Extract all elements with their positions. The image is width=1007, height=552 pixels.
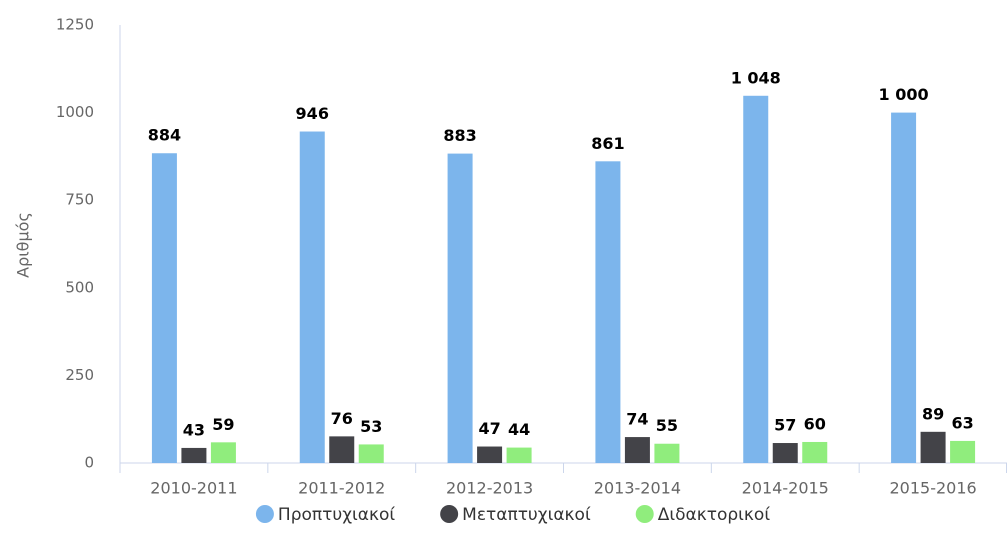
value-label: 89 [922, 404, 944, 423]
x-tick-label: 2012-2013 [446, 479, 533, 498]
bar [920, 431, 946, 463]
legend-marker [255, 505, 274, 523]
bar [950, 440, 976, 463]
y-tick-label: 750 [65, 191, 94, 209]
y-tick-label: 1250 [56, 16, 94, 34]
value-label: 883 [443, 126, 476, 145]
bar [181, 447, 207, 463]
bar [358, 444, 384, 463]
legend-marker [635, 505, 654, 523]
value-label: 74 [626, 410, 648, 429]
bar [654, 443, 680, 463]
y-axis-label: Αριθμός [14, 212, 33, 278]
bar [151, 153, 177, 463]
bar [299, 131, 325, 463]
bar [210, 442, 236, 463]
value-label: 63 [951, 413, 973, 432]
value-label: 44 [508, 420, 530, 439]
value-label: 76 [331, 409, 353, 428]
bar [595, 161, 621, 463]
bar [477, 446, 503, 463]
legend-label: Μεταπτυχιακοί [462, 505, 591, 525]
x-tick-label: 2013-2014 [594, 479, 681, 498]
bar [743, 95, 769, 464]
x-tick-label: 2015-2016 [889, 479, 976, 498]
value-label: 1 000 [879, 85, 929, 104]
value-label: 43 [183, 420, 205, 439]
legend-label: Διδακτορικοί [658, 505, 771, 525]
y-tick-label: 250 [65, 366, 94, 384]
y-tick-label: 1000 [56, 103, 94, 121]
value-label: 57 [774, 416, 796, 435]
value-label: 946 [296, 104, 329, 123]
x-tick-label: 2011-2012 [298, 479, 385, 498]
legend-marker [440, 505, 459, 523]
value-label: 59 [212, 415, 234, 434]
bar [624, 437, 650, 463]
bar [447, 153, 473, 463]
value-label: 60 [804, 414, 826, 433]
legend-label: Προπτυχιακοί [278, 505, 395, 525]
y-tick-label: 500 [65, 278, 94, 296]
value-label: 861 [591, 134, 624, 153]
value-label: 884 [148, 126, 181, 145]
value-label: 53 [360, 417, 382, 436]
bar [329, 436, 355, 463]
value-label: 47 [478, 419, 500, 438]
bar [802, 441, 828, 463]
x-tick-label: 2014-2015 [742, 479, 829, 498]
bar [891, 112, 917, 463]
y-tick-label: 0 [84, 454, 94, 472]
x-tick-label: 2010-2011 [150, 479, 237, 498]
bar [772, 443, 798, 463]
value-label: 55 [656, 416, 678, 435]
value-label: 1 048 [731, 68, 781, 87]
bar [506, 447, 532, 463]
